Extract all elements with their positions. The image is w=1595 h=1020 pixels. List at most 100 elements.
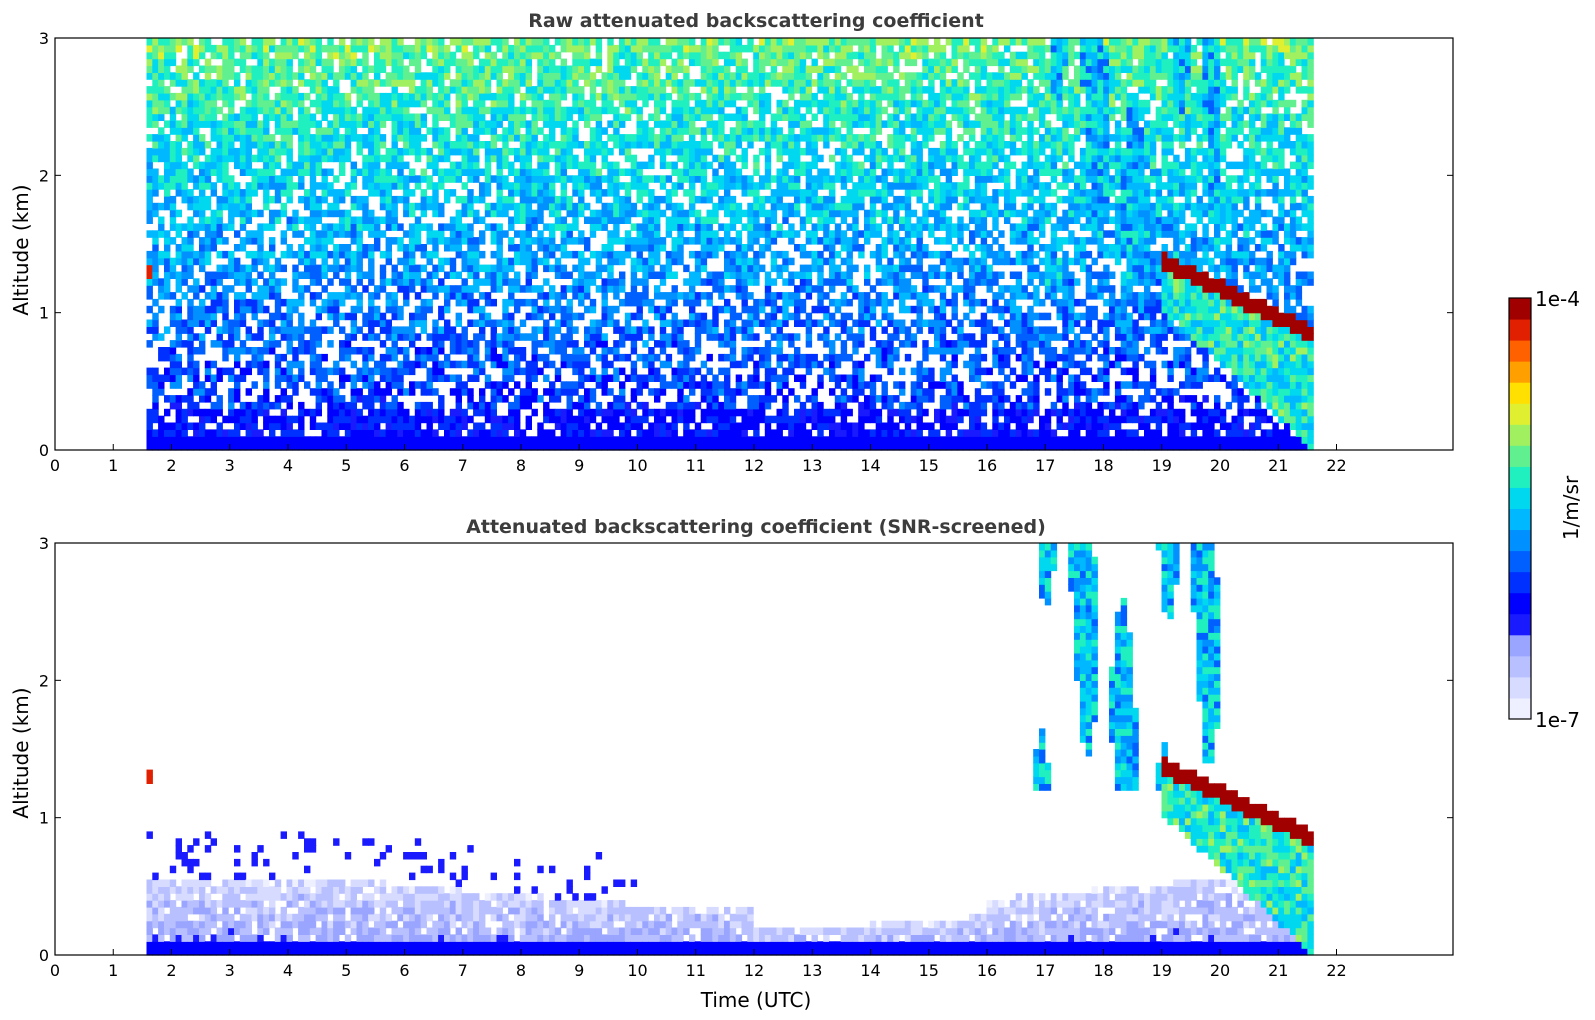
heatmap-cell xyxy=(502,175,509,183)
heatmap-cell xyxy=(537,182,544,190)
heatmap-cell xyxy=(251,278,258,286)
heatmap-cell xyxy=(519,189,527,197)
heatmap-cell xyxy=(683,360,690,369)
heatmap-cell xyxy=(164,44,171,53)
heatmap-cell xyxy=(175,395,182,403)
heatmap-cell xyxy=(403,202,410,211)
heatmap-cell xyxy=(356,257,363,266)
heatmap-cell xyxy=(665,72,673,80)
heatmap-cell xyxy=(292,92,299,101)
heatmap-cell xyxy=(438,333,445,341)
heatmap-cell xyxy=(770,347,778,355)
heatmap-cell xyxy=(391,86,398,94)
heatmap-cell xyxy=(537,92,544,101)
heatmap-cell xyxy=(595,436,603,444)
heatmap-cell xyxy=(455,285,462,293)
heatmap-cell xyxy=(344,415,352,424)
heatmap-cell xyxy=(455,127,462,135)
heatmap-cell xyxy=(531,51,538,60)
heatmap-cell xyxy=(414,113,422,121)
heatmap-cell xyxy=(572,443,579,451)
heatmap-cell xyxy=(274,443,282,451)
heatmap-cell xyxy=(554,319,562,327)
heatmap-cell xyxy=(619,147,626,156)
heatmap-cell xyxy=(426,223,433,231)
heatmap-cell xyxy=(607,202,614,211)
heatmap-cell xyxy=(356,244,363,252)
heatmap-cell xyxy=(274,312,282,321)
heatmap-cell xyxy=(525,298,532,307)
heatmap-cell xyxy=(619,44,626,53)
heatmap-cell xyxy=(169,429,177,437)
heatmap-cell xyxy=(741,333,748,341)
heatmap-cell xyxy=(630,92,638,101)
heatmap-cell xyxy=(274,436,282,444)
heatmap-cell xyxy=(700,99,708,108)
heatmap-cell xyxy=(461,44,468,53)
heatmap-cell xyxy=(607,422,614,430)
heatmap-cell xyxy=(648,216,655,224)
heatmap-cell xyxy=(782,113,789,121)
heatmap-cell xyxy=(490,147,497,156)
heatmap-cell xyxy=(164,182,171,190)
heatmap-cell xyxy=(286,340,293,348)
heatmap-cell xyxy=(525,120,532,128)
heatmap-cell xyxy=(350,161,357,170)
heatmap-cell xyxy=(193,51,200,60)
heatmap-cell xyxy=(350,127,357,135)
heatmap-cell xyxy=(537,429,544,437)
heatmap-cell xyxy=(414,127,422,135)
heatmap-cell xyxy=(228,175,235,183)
heatmap-cell xyxy=(642,429,649,437)
heatmap-cell xyxy=(158,99,165,108)
heatmap-cell xyxy=(321,422,328,430)
heatmap-cell xyxy=(700,189,708,197)
heatmap-cell xyxy=(671,367,678,376)
heatmap-cell xyxy=(409,175,416,183)
heatmap-cell xyxy=(333,189,340,197)
heatmap-cell xyxy=(735,312,743,321)
heatmap-cell xyxy=(263,127,270,135)
heatmap-cell xyxy=(479,120,486,128)
heatmap-cell xyxy=(671,86,678,94)
heatmap-cell xyxy=(531,353,538,362)
heatmap-cell xyxy=(788,340,795,348)
heatmap-cell xyxy=(455,388,462,396)
heatmap-cell xyxy=(245,298,252,307)
heatmap-cell xyxy=(554,86,562,94)
heatmap-cell xyxy=(414,353,422,362)
heatmap-cell xyxy=(665,175,673,183)
heatmap-cell xyxy=(350,285,357,293)
heatmap-cell xyxy=(286,175,293,183)
heatmap-cell xyxy=(770,38,778,46)
heatmap-cell xyxy=(467,264,474,273)
heatmap-cell xyxy=(251,422,258,430)
heatmap-cell xyxy=(654,408,661,417)
heatmap-cell xyxy=(391,422,398,430)
heatmap-cell xyxy=(374,436,381,444)
heatmap-cell xyxy=(309,38,317,46)
heatmap-cell xyxy=(782,436,789,444)
heatmap-cell xyxy=(467,395,474,403)
heatmap-cell xyxy=(432,326,439,334)
heatmap-cell xyxy=(379,250,387,259)
heatmap-cell xyxy=(333,92,340,101)
heatmap-cell xyxy=(438,127,445,135)
heatmap-cell xyxy=(449,58,457,67)
heatmap-cell xyxy=(484,340,492,348)
heatmap-cell xyxy=(251,298,258,307)
heatmap-cell xyxy=(228,106,235,115)
heatmap-cell xyxy=(764,360,772,369)
heatmap-cell xyxy=(327,408,334,417)
heatmap-cell xyxy=(525,401,532,410)
heatmap-cell xyxy=(566,79,573,87)
heatmap-cell xyxy=(729,195,737,204)
heatmap-cell xyxy=(554,367,562,376)
heatmap-cell xyxy=(782,353,789,362)
heatmap-cell xyxy=(234,347,241,355)
heatmap-cell xyxy=(788,175,795,183)
heatmap-cell xyxy=(228,271,235,279)
heatmap-cell xyxy=(280,422,287,430)
heatmap-cell xyxy=(397,388,404,396)
heatmap-cell xyxy=(385,305,392,314)
